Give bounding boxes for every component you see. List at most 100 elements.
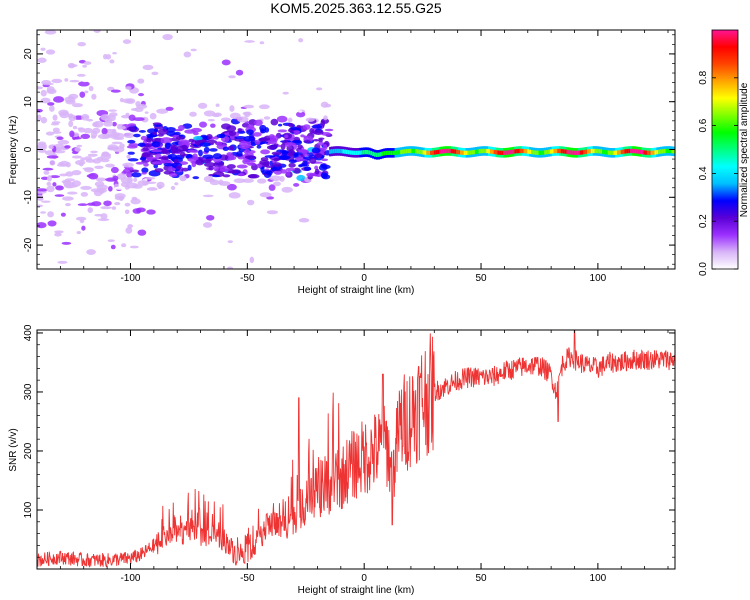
spectrogram-noise-cell xyxy=(316,87,323,91)
spectrogram-trace-core xyxy=(402,149,405,154)
spectrogram-noise-cell xyxy=(264,155,276,158)
spectrogram-trace-core xyxy=(577,150,581,155)
spectrogram-trace-core xyxy=(574,150,577,155)
spectrogram-noise-cell xyxy=(228,192,241,199)
spectrogram-trace-core xyxy=(362,150,366,155)
spectrogram-noise-cell xyxy=(321,174,331,180)
spectrogram-trace-core xyxy=(456,149,459,155)
spectrogram-noise-cell xyxy=(71,155,82,159)
spectrogram-noise-cell xyxy=(304,140,311,144)
spectrogram-noise-cell xyxy=(282,91,289,95)
spectrogram-noise-cell xyxy=(49,145,54,150)
spectrogram-noise-cell xyxy=(40,97,51,104)
spectrogram-noise-cell xyxy=(219,133,226,139)
spectrogram-noise-cell xyxy=(127,139,136,144)
spectrogram-noise-cell xyxy=(209,148,218,152)
spectrogram-noise-cell xyxy=(47,220,57,227)
spectrogram-noise-cell xyxy=(62,196,74,201)
spectrogram-noise-cell xyxy=(187,164,192,171)
spectrogram-noise-cell xyxy=(126,126,136,132)
spectrogram-noise-cell xyxy=(202,154,214,159)
spectrogram-trace-core xyxy=(661,149,665,154)
spectrogram-trace-core xyxy=(603,149,607,155)
spectrogram-noise-cell xyxy=(290,127,301,131)
spectrogram-noise-cell xyxy=(250,111,256,115)
spectrogram-noise-cell xyxy=(69,181,76,185)
spectrogram-trace-core xyxy=(364,149,367,155)
spectrogram-noise-cell xyxy=(49,160,56,166)
spectrogram-noise-cell xyxy=(112,175,119,182)
y-tick-label: -20 xyxy=(23,237,34,252)
spectrogram-noise-cell xyxy=(287,117,293,123)
spectrogram-noise-cell xyxy=(190,48,197,52)
spectrogram-trace-core xyxy=(618,150,622,155)
spectrogram-trace-core xyxy=(347,150,351,155)
spectrogram-noise-cell xyxy=(113,137,125,140)
spectrogram-noise-cell xyxy=(47,211,54,218)
spectrogram-noise-cell xyxy=(259,41,265,45)
spectrogram-noise-cell xyxy=(141,167,149,174)
spectrogram-trace-core xyxy=(534,150,538,155)
spectrogram-noise-cell xyxy=(302,124,311,130)
spectrogram-noise-cell xyxy=(293,130,301,134)
spectrogram-noise-cell xyxy=(146,187,158,191)
snr-y-label: SNR (v/v) xyxy=(8,428,19,471)
spectrogram-noise-cell xyxy=(91,201,102,207)
y-tick-label: 100 xyxy=(23,501,34,518)
spectrogram-trace-core xyxy=(658,149,661,154)
spectrogram-trace-core xyxy=(667,148,670,154)
spectrogram-noise-cell xyxy=(109,112,118,117)
spectrogram-trace-core xyxy=(372,151,375,156)
spectrogram-noise-cell xyxy=(46,155,59,159)
spectrogram-noise-cell xyxy=(131,172,142,178)
spectrogram-noise-cell xyxy=(76,73,86,77)
spectrogram-trace-core xyxy=(353,150,356,155)
x-tick-label: 0 xyxy=(361,573,367,584)
spectrogram-trace-core xyxy=(648,150,652,155)
snr-series-line xyxy=(37,330,675,568)
spectrogram-trace-core xyxy=(431,150,435,155)
spectrogram-trace-core xyxy=(600,149,603,154)
spectrogram-noise-cell xyxy=(142,152,154,156)
spectrogram-trace-core xyxy=(549,149,553,154)
spectrogram-noise-cell xyxy=(42,167,54,171)
spectrogram-noise-cell xyxy=(86,249,96,255)
spectrogram-noise-cell xyxy=(151,141,161,148)
spectrogram-noise-cell xyxy=(61,241,72,245)
spectrogram-noise-cell xyxy=(169,66,179,70)
spectrogram-noise-cell xyxy=(226,183,237,191)
spectrogram-noise-cell xyxy=(75,216,87,221)
spectrogram-noise-cell xyxy=(226,152,233,157)
spectrogram-noise-cell xyxy=(41,200,51,203)
spectrogram-noise-cell xyxy=(92,158,102,164)
x-tick-label: 50 xyxy=(475,573,487,584)
spectrogram-trace-core xyxy=(469,150,472,155)
x-tick-label: 100 xyxy=(590,273,607,284)
y-tick-label: 300 xyxy=(23,383,34,400)
spectrogram-noise-cell xyxy=(151,71,159,76)
spectrogram-noise-cell xyxy=(71,180,81,187)
spectrogram-noise-cell xyxy=(126,171,133,178)
spectrogram-trace-core xyxy=(463,150,467,155)
colorbar-label: Normalized spectral amplitude xyxy=(739,82,750,217)
spectrogram-trace-core xyxy=(499,150,502,155)
spectrogram-y-ticks: -20 -10 0 10 20 xyxy=(23,34,675,265)
spectrogram-noise-cell xyxy=(202,222,213,228)
spectrogram-noise-cell xyxy=(188,138,195,143)
spectrogram-noise-cell xyxy=(37,108,43,113)
spectrogram-noise-cell xyxy=(320,101,329,108)
spectrogram-trace-core xyxy=(544,150,547,155)
spectrogram-trace-core xyxy=(454,149,457,154)
spectrogram-noise-cell xyxy=(178,140,183,146)
spectrogram-noise-cell xyxy=(144,111,149,114)
spectrogram-trace-core xyxy=(473,149,476,155)
spectrogram-noise-cell xyxy=(277,129,288,133)
spectrogram-noise-cell xyxy=(122,39,132,44)
spectrogram-noise-cell xyxy=(46,181,52,186)
spectrogram-noise-cell xyxy=(260,129,266,134)
spectrogram-noise-cell xyxy=(76,230,81,235)
spectrogram-noise-cell xyxy=(181,167,190,172)
spectrogram-trace-core xyxy=(538,150,541,155)
spectrogram-noise-cell xyxy=(264,127,270,133)
spectrogram-noise-cell xyxy=(244,40,256,43)
